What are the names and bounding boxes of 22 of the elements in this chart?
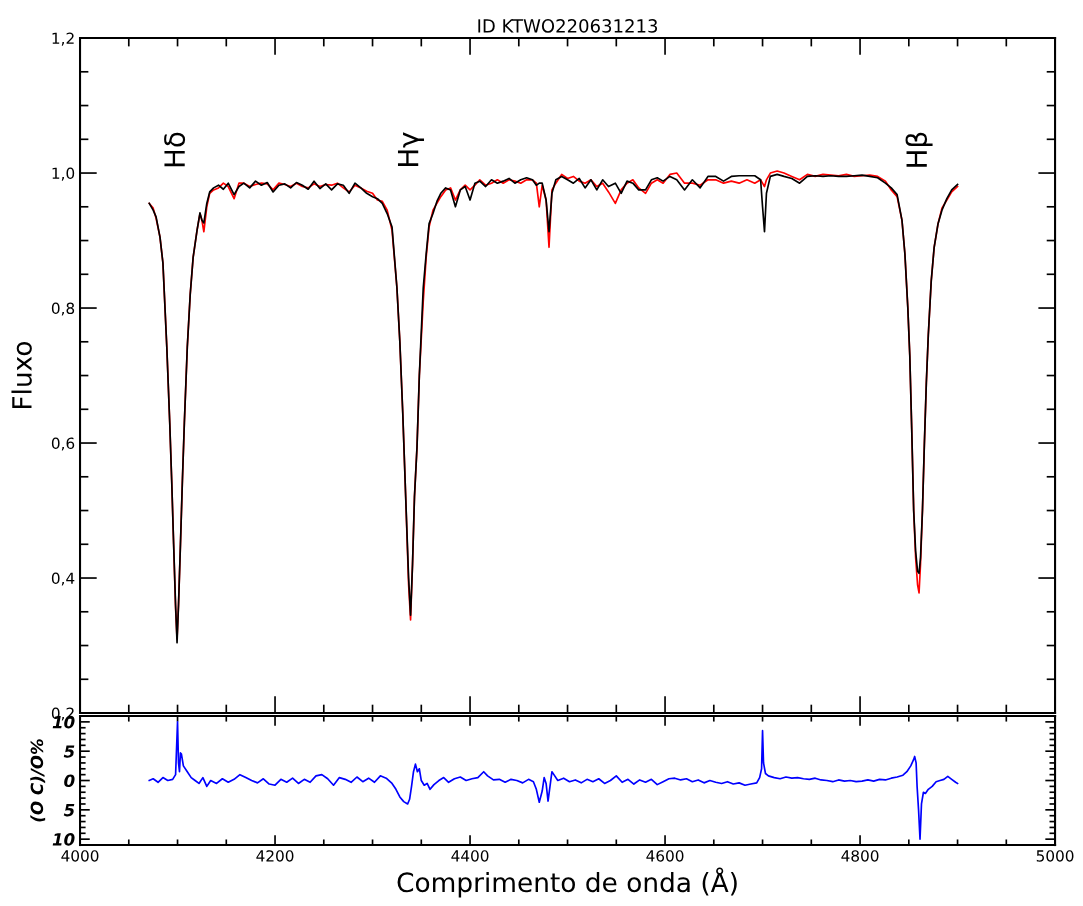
y-tick-label: 1,2 — [52, 32, 74, 46]
y-tick-label: 0,4 — [51, 572, 75, 586]
y-tick-label: 10 — [52, 833, 75, 846]
y-axis-title: Fluxo — [11, 341, 32, 409]
y-tick-label: 5 — [63, 745, 75, 758]
x-axis-title: Comprimento de onda (Å) — [397, 867, 737, 898]
x-tick-label: 4400 — [451, 850, 489, 862]
x-tick-label: 4200 — [256, 850, 294, 862]
y-tick-label: 5 — [63, 804, 75, 817]
y-tick-label: 0,8 — [51, 302, 75, 316]
y-tick-label: 0,6 — [51, 437, 75, 451]
y-tick-label: 0 — [64, 774, 75, 788]
y-axis-title: (O C)/O% — [30, 739, 46, 822]
x-tick-label: 5000 — [1036, 850, 1074, 862]
x-tick-label: 4000 — [61, 850, 99, 862]
x-tick-label: 4600 — [646, 850, 684, 862]
x-tick-label: 4800 — [841, 850, 879, 862]
annotation: Hγ — [397, 132, 425, 167]
annotation: Hβ — [905, 132, 933, 167]
annotation: Hδ — [164, 132, 186, 167]
y-tick-label: 1,0 — [52, 167, 75, 181]
chart-title: ID KTWO220631213 — [478, 19, 658, 33]
